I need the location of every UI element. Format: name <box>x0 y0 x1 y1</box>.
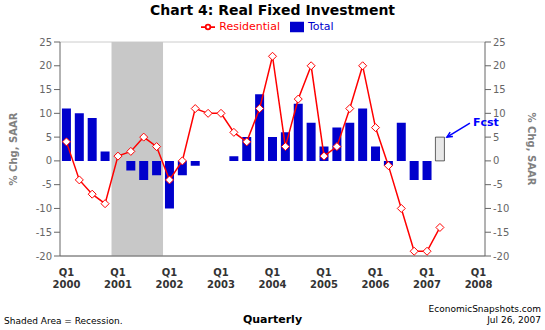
svg-text:5: 5 <box>493 132 499 143</box>
html-text:Total: Total <box>307 20 334 33</box>
html-text:Shaded Area = Recession.: Shaded Area = Recession. <box>4 316 123 326</box>
svg-text:0: 0 <box>493 155 499 166</box>
svg-text:Q12007: Q12007 <box>413 267 441 290</box>
svg-text:-20: -20 <box>493 251 509 262</box>
svg-text:25: 25 <box>39 37 52 48</box>
svg-text:-5: -5 <box>493 179 503 190</box>
svg-text:-10: -10 <box>36 203 52 214</box>
svg-text:Q12004: Q12004 <box>259 267 287 290</box>
svg-text:10: 10 <box>493 108 506 119</box>
svg-text:Q12008: Q12008 <box>465 267 493 290</box>
svg-text:25: 25 <box>493 37 506 48</box>
html-text:Quarterly: Quarterly <box>242 313 303 326</box>
html-text:EconomicSnapshots.com: EconomicSnapshots.com <box>428 304 541 314</box>
svg-text:Fcst: Fcst <box>472 116 499 130</box>
svg-text:-15: -15 <box>36 227 52 238</box>
svg-text:15: 15 <box>39 84 52 95</box>
svg-text:Q12006: Q12006 <box>362 267 390 290</box>
svg-text:Q12005: Q12005 <box>310 267 338 290</box>
svg-text:5: 5 <box>46 132 52 143</box>
svg-text:Q12003: Q12003 <box>207 267 235 290</box>
html-text:Residential: Residential <box>219 20 280 33</box>
svg-text:15: 15 <box>493 84 506 95</box>
svg-text:20: 20 <box>493 60 506 71</box>
svg-text:Q12000: Q12000 <box>53 267 81 290</box>
svg-text:20: 20 <box>39 60 52 71</box>
html-text:Jul 26, 2007: Jul 26, 2007 <box>487 315 541 325</box>
svg-text:0: 0 <box>46 155 52 166</box>
svg-text:% Chg, SAAR: % Chg, SAAR <box>526 113 537 186</box>
svg-text:-15: -15 <box>493 227 509 238</box>
svg-text:-10: -10 <box>493 203 509 214</box>
html-text:Chart 4: Real Fixed Investment: Chart 4: Real Fixed Investment <box>149 2 396 18</box>
svg-text:10: 10 <box>39 108 52 119</box>
svg-text:-5: -5 <box>42 179 52 190</box>
svg-text:Q12001: Q12001 <box>104 267 132 290</box>
svg-text:% Chg, SAAR: % Chg, SAAR <box>8 112 19 185</box>
svg-text:-20: -20 <box>36 251 52 262</box>
svg-text:Q12002: Q12002 <box>156 267 184 290</box>
